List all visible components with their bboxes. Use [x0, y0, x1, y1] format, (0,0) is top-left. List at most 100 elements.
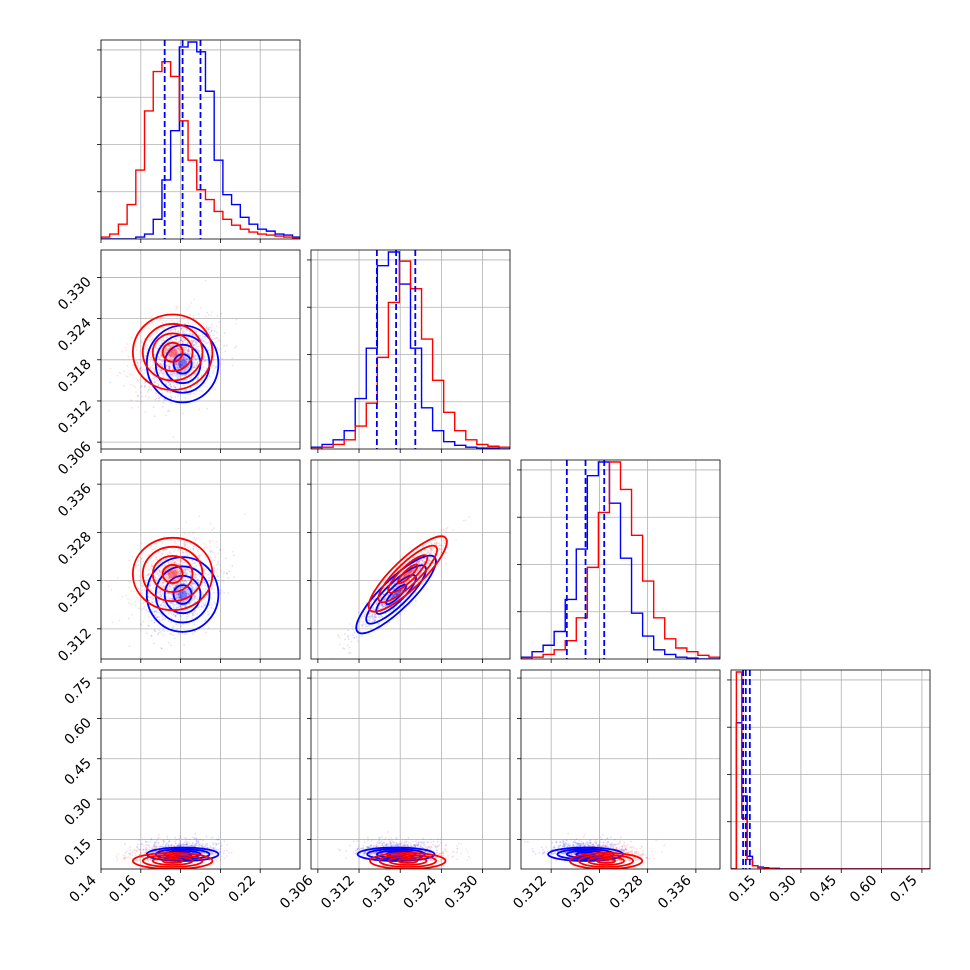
scatter-point — [168, 589, 171, 591]
scatter-point — [377, 607, 380, 610]
scatter-point — [407, 573, 410, 576]
scatter-point — [192, 340, 195, 343]
scatter-point — [143, 588, 146, 591]
scatter-point — [177, 562, 179, 565]
scatter-point — [173, 844, 175, 847]
scatter-point — [392, 607, 395, 610]
scatter-point — [178, 596, 180, 599]
scatter-point — [438, 544, 441, 547]
scatter-point — [190, 585, 193, 588]
scatter-point — [185, 595, 188, 598]
scatter-point — [206, 546, 208, 549]
scatter-point — [395, 593, 398, 596]
scatter-point — [189, 393, 191, 396]
scatter-point — [205, 385, 208, 388]
scatter-point — [137, 406, 139, 408]
scatter-point — [187, 347, 190, 350]
scatter-point — [169, 644, 172, 647]
scatter-point — [197, 606, 199, 608]
scatter-point — [197, 606, 200, 608]
scatter-point — [179, 363, 182, 366]
scatter-point — [216, 336, 219, 339]
scatter-point — [184, 396, 187, 399]
scatter-point — [446, 526, 449, 529]
scatter-point — [195, 537, 198, 540]
scatter-point — [161, 565, 163, 567]
scatter-point — [180, 845, 182, 847]
scatter-point — [160, 579, 163, 581]
scatter-point — [147, 624, 150, 627]
scatter-point — [370, 614, 372, 617]
scatter-point — [163, 570, 166, 573]
scatter-point — [125, 594, 128, 597]
scatter-point — [175, 364, 178, 367]
scatter-point — [197, 573, 200, 576]
scatter-point — [353, 637, 356, 639]
scatter-point — [171, 571, 174, 574]
scatter-point — [207, 574, 209, 576]
scatter-point — [442, 546, 445, 549]
scatter-point — [128, 617, 130, 620]
scatter-point — [178, 376, 181, 378]
scatter-point — [192, 362, 194, 365]
scatter-point — [173, 578, 176, 581]
scatter-point — [405, 572, 407, 575]
scatter-point — [172, 571, 175, 574]
scatter-point — [164, 414, 167, 417]
scatter-point — [150, 579, 153, 582]
scatter-point — [408, 570, 411, 573]
scatter-point — [186, 349, 188, 352]
scatter-point — [153, 846, 156, 849]
scatter-point — [186, 373, 189, 376]
scatter-point — [184, 579, 186, 582]
scatter-point — [168, 344, 171, 347]
scatter-point — [430, 557, 433, 559]
scatter-point — [365, 623, 367, 626]
scatter-point — [414, 599, 417, 602]
scatter-point — [172, 607, 175, 610]
scatter-point — [168, 584, 171, 587]
scatter-point — [342, 647, 344, 649]
scatter-point — [121, 595, 124, 598]
scatter-point — [182, 358, 185, 361]
scatter-point — [193, 340, 195, 342]
scatter-point — [201, 851, 203, 854]
scatter-point — [135, 564, 138, 567]
scatter-point — [151, 364, 154, 367]
scatter-point — [432, 547, 435, 550]
scatter-point — [174, 396, 177, 399]
scatter-point — [185, 568, 187, 571]
scatter-point — [143, 372, 145, 374]
scatter-point — [187, 348, 190, 351]
scatter-point — [169, 355, 172, 358]
scatter-point — [183, 375, 186, 377]
scatter-point — [183, 352, 186, 354]
scatter-point — [128, 846, 131, 849]
scatter-point — [348, 646, 351, 649]
scatter-point — [139, 391, 142, 394]
scatter-point — [179, 364, 181, 367]
scatter-point — [438, 544, 441, 547]
scatter-point — [135, 391, 137, 393]
scatter-point — [210, 556, 212, 559]
scatter-point — [185, 328, 188, 331]
scatter-point — [151, 565, 153, 568]
scatter-point — [175, 559, 178, 561]
scatter-point — [417, 561, 420, 564]
scatter-point — [129, 581, 132, 584]
scatter-point — [171, 319, 174, 322]
scatter-point — [188, 350, 190, 353]
scatter-point — [169, 373, 172, 375]
scatter-point — [141, 385, 143, 388]
scatter-point — [183, 346, 186, 349]
scatter-point — [153, 370, 156, 373]
scatter-point — [391, 588, 394, 591]
scatter-point — [403, 574, 406, 577]
scatter-point — [172, 625, 175, 628]
scatter-point — [191, 559, 194, 562]
scatter-point — [157, 599, 160, 602]
scatter-point — [181, 360, 184, 363]
scatter-point — [203, 846, 206, 848]
scatter-point — [180, 595, 183, 598]
scatter-point — [163, 351, 165, 354]
